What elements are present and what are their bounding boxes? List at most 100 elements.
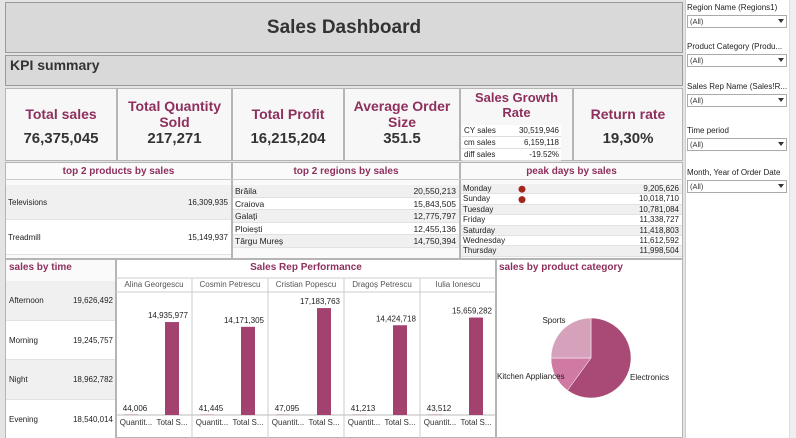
- value-label: 41,213: [351, 404, 376, 413]
- table-row: [6, 281, 115, 321]
- kpi-value: 16,215,204: [250, 130, 326, 147]
- row-label: Treadmill: [8, 233, 41, 242]
- growth-row-value: 30,519,946: [518, 126, 559, 135]
- table-row: [233, 185, 459, 198]
- filter-label: Sales Rep Name (Sales!R...: [687, 82, 788, 91]
- row-value: 11,612,592: [639, 236, 679, 245]
- filter-dropdown[interactable]: [687, 138, 787, 151]
- kpi-value: 76,375,045: [23, 130, 99, 147]
- kpi-card: [232, 88, 344, 161]
- row-value: 10,781,084: [638, 204, 679, 214]
- value-label: 15,659,282: [452, 307, 493, 316]
- growth-title: Sales Growth Rate: [474, 90, 559, 120]
- filter-dropdown[interactable]: [687, 15, 787, 28]
- filter-panel: [685, 0, 796, 438]
- x-tick-label: Quantit...: [348, 418, 380, 427]
- x-tick-label: Quantit...: [196, 418, 228, 427]
- row-value: 14,750,394: [413, 236, 456, 247]
- row-label: Brăila: [235, 186, 257, 196]
- filter-dropdown[interactable]: [687, 180, 787, 193]
- row-label: Thursday: [463, 246, 497, 256]
- table-row: [6, 320, 115, 360]
- scrollbar: [789, 0, 796, 438]
- x-tick-label: Total S...: [232, 418, 263, 427]
- x-tick-label: Total S...: [460, 418, 491, 427]
- value-label: 14,424,718: [376, 314, 417, 323]
- table-row: [461, 204, 682, 216]
- row-value: 15,843,505: [413, 198, 456, 209]
- table-row: [461, 194, 682, 205]
- filter-value: (All): [690, 140, 704, 149]
- kpi-card: [117, 88, 232, 161]
- filter-value: (All): [690, 56, 704, 65]
- x-tick-label: Total S...: [308, 418, 339, 427]
- kpi-value: 351.5: [383, 130, 421, 147]
- row-value: 16,309,935: [187, 198, 228, 207]
- growth-row-label: cm sales: [464, 138, 496, 147]
- bar: [469, 317, 483, 415]
- kpi-value: 217,271: [147, 130, 202, 147]
- growth-row: [462, 137, 561, 149]
- row-label: Wednesday: [463, 236, 506, 245]
- filter-value: (All): [690, 96, 704, 105]
- filter-label: Region Name (Regions1): [687, 3, 778, 12]
- filter-value: (All): [690, 17, 704, 26]
- slice-label: Electronics: [630, 373, 669, 382]
- row-value: 12,775,797: [413, 211, 456, 222]
- table-row: [461, 225, 682, 236]
- bar: [317, 308, 331, 415]
- category-label: Alina Georgescu: [124, 280, 183, 289]
- row-value: 12,455,136: [413, 223, 456, 234]
- table-title: top 2 regions by sales: [232, 163, 460, 180]
- value-label: 44,006: [123, 404, 148, 413]
- dropdown-arrow: [778, 19, 784, 23]
- bar: [393, 325, 407, 415]
- filter-label: Time period: [687, 126, 729, 135]
- filter-value: (All): [690, 182, 704, 191]
- kpi-card: [5, 88, 117, 161]
- row-label: Evening: [9, 414, 38, 424]
- x-tick-label: Quantit...: [120, 418, 152, 427]
- value-label: 14,171,305: [224, 316, 265, 325]
- table-title: sales by time: [9, 262, 72, 273]
- filter-dropdown[interactable]: [687, 94, 787, 107]
- row-label: Sunday: [463, 194, 491, 204]
- table-title: peak days by sales: [460, 163, 683, 180]
- table-row: [461, 184, 682, 195]
- x-tick-label: Total S...: [156, 418, 187, 427]
- slice-label: Kitchen Appliances: [497, 372, 565, 381]
- row-value: 11,998,504: [639, 246, 679, 256]
- filter-dropdown[interactable]: [687, 54, 787, 67]
- table-row: [6, 185, 231, 220]
- table-title: top 2 products by sales: [5, 163, 232, 180]
- category-label: Cristian Popescu: [276, 280, 336, 289]
- value-label: 17,183,763: [300, 297, 341, 306]
- chart-panel: [116, 259, 496, 438]
- row-label: Ploiești: [235, 223, 263, 234]
- kpi-label: Total sales: [25, 106, 97, 122]
- growth-row-value: 6,159,118: [524, 138, 559, 147]
- growth-row: [462, 149, 561, 161]
- row-value: 19,626,492: [72, 296, 113, 305]
- row-label: Friday: [463, 215, 486, 225]
- table-row: [233, 222, 459, 236]
- table-row: [461, 236, 682, 247]
- value-label: 47,095: [275, 404, 300, 413]
- kpi-card: [344, 88, 460, 161]
- chart-title: sales by product category: [499, 262, 623, 273]
- row-value: 11,418,803: [639, 225, 679, 235]
- row-label: Craiova: [235, 198, 265, 209]
- growth-row-label: CY sales: [464, 126, 496, 135]
- bar: [165, 322, 179, 415]
- dropdown-arrow: [778, 184, 784, 188]
- pie-slice: [550, 317, 592, 359]
- row-value: 11,338,727: [639, 215, 679, 225]
- row-value: 20,550,213: [413, 186, 456, 196]
- row-value: 18,540,014: [72, 414, 113, 424]
- pie-slice: [567, 317, 632, 399]
- row-label: Galați: [235, 211, 258, 222]
- category-label: Dragoș Petrescu: [352, 280, 412, 289]
- value-label: 41,445: [199, 404, 224, 413]
- row-value: 9,205,626: [643, 184, 679, 193]
- dropdown-arrow: [778, 98, 784, 102]
